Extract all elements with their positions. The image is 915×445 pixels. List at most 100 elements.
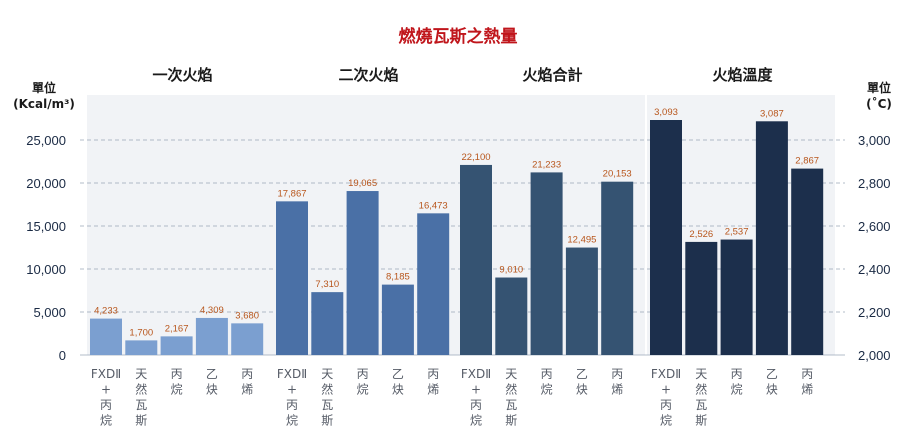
category-label: 烷 — [470, 414, 482, 428]
data-label: 2,167 — [165, 323, 189, 334]
bar — [650, 120, 682, 355]
bar — [791, 168, 824, 355]
category-label: + — [471, 383, 481, 397]
bar — [530, 172, 563, 355]
left-axis-title: 單位 — [32, 80, 56, 95]
bar — [311, 292, 344, 355]
category-label: 然 — [695, 382, 707, 397]
category-label: FXDⅡ — [277, 367, 307, 381]
category-label: 炔 — [206, 383, 218, 397]
right-tick-label: 2,800 — [858, 176, 891, 191]
category-label: 丙 — [611, 367, 623, 381]
category-label: 然 — [135, 382, 147, 397]
bar — [495, 277, 528, 355]
category-label: 天 — [135, 367, 147, 381]
left-tick-label: 20,000 — [26, 176, 66, 191]
left-tick-label: 0 — [59, 348, 66, 363]
data-label: 7,310 — [315, 279, 339, 290]
category-label: 炔 — [392, 383, 404, 397]
category-label: 烯 — [427, 383, 439, 397]
category-label: 然 — [321, 382, 333, 397]
category-label: FXDⅡ — [91, 367, 121, 381]
category-label: 烷 — [660, 414, 672, 428]
category-label: 丙 — [286, 398, 298, 412]
data-label: 12,495 — [567, 235, 596, 246]
data-label: 2,537 — [725, 227, 749, 238]
category-label: 乙 — [766, 367, 778, 381]
category-label: 丙 — [801, 367, 813, 381]
category-label: 瓦 — [321, 398, 333, 412]
bar — [231, 323, 264, 355]
category-label: 炔 — [766, 383, 778, 397]
right-tick-label: 2,600 — [858, 219, 891, 234]
category-label: 天 — [695, 367, 707, 381]
bar — [125, 340, 158, 355]
data-label: 20,153 — [603, 169, 632, 180]
category-label: 乙 — [206, 367, 218, 381]
category-label: 丙 — [660, 398, 672, 412]
right-tick-label: 2,000 — [858, 348, 891, 363]
data-label: 3,093 — [654, 107, 678, 118]
bar — [460, 164, 492, 355]
data-label: 2,867 — [795, 156, 819, 167]
data-label: 16,473 — [419, 200, 448, 211]
data-label: 21,233 — [532, 159, 561, 170]
category-label: + — [101, 383, 111, 397]
bar — [720, 239, 753, 355]
category-label: 烷 — [100, 414, 112, 428]
category-label: 斯 — [695, 414, 707, 428]
data-label: 17,867 — [277, 188, 306, 199]
category-label: + — [661, 383, 671, 397]
category-label: 烷 — [541, 383, 553, 397]
category-label: 丙 — [470, 398, 482, 412]
group-title: 一次火焰 — [152, 66, 212, 84]
category-label: 丙 — [171, 367, 183, 381]
category-label: 然 — [505, 382, 517, 397]
left-tick-label: 15,000 — [26, 219, 66, 234]
left-tick-label: 25,000 — [26, 133, 66, 148]
category-label: 烷 — [357, 383, 369, 397]
category-label: 丙 — [100, 398, 112, 412]
category-label: 丙 — [357, 367, 369, 381]
right-tick-label: 3,000 — [858, 133, 891, 148]
category-label: FXDⅡ — [651, 367, 681, 381]
group-title: 火焰合計 — [522, 66, 582, 84]
category-label: 瓦 — [505, 398, 517, 412]
category-label: 烯 — [241, 383, 253, 397]
data-label: 2,526 — [689, 229, 713, 240]
data-label: 4,309 — [200, 305, 224, 316]
right-axis-title: 單位 — [867, 80, 891, 95]
category-label: 烷 — [731, 383, 743, 397]
category-label: + — [287, 383, 297, 397]
bar — [565, 247, 598, 355]
data-label: 8,185 — [386, 272, 410, 283]
bar — [417, 213, 450, 355]
bar — [90, 318, 122, 355]
category-label: 斯 — [505, 414, 517, 428]
left-axis-title: (Kcal/m³) — [13, 97, 75, 111]
category-label: FXDⅡ — [461, 367, 491, 381]
category-label: 丙 — [731, 367, 743, 381]
category-label: 烯 — [611, 383, 623, 397]
data-label: 1,700 — [129, 327, 153, 338]
category-label: 丙 — [427, 367, 439, 381]
bar — [755, 121, 788, 355]
category-label: 丙 — [541, 367, 553, 381]
category-label: 烷 — [286, 414, 298, 428]
group-title: 二次火焰 — [338, 66, 398, 84]
right-axis-title: (˚C) — [866, 96, 892, 111]
category-label: 斯 — [135, 414, 147, 428]
category-label: 瓦 — [695, 398, 707, 412]
data-label: 3,087 — [760, 108, 784, 119]
category-label: 乙 — [392, 367, 404, 381]
data-label: 9,010 — [499, 265, 523, 276]
data-label: 19,065 — [348, 178, 377, 189]
data-label: 22,100 — [461, 152, 490, 163]
left-tick-label: 5,000 — [33, 305, 66, 320]
bar — [685, 241, 718, 355]
right-tick-label: 2,400 — [858, 262, 891, 277]
bar — [160, 336, 193, 355]
category-label: 瓦 — [135, 398, 147, 412]
category-label: 烷 — [171, 383, 183, 397]
